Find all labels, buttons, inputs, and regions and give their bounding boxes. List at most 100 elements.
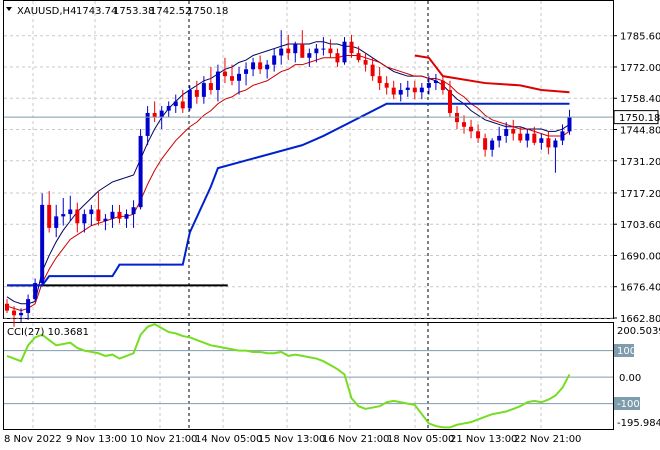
candle-body xyxy=(279,48,284,56)
candle-body xyxy=(208,83,213,90)
candle-body xyxy=(61,214,66,217)
candle-body xyxy=(145,112,150,136)
time-label: 10 Nov 21:00 xyxy=(130,434,197,445)
trailing-stop-lines xyxy=(7,54,570,287)
header-open: 1743.74 xyxy=(76,6,117,17)
candle-body xyxy=(258,62,263,70)
candle-body xyxy=(47,204,52,228)
collapse-triangle-icon[interactable] xyxy=(6,7,12,11)
candle-body xyxy=(560,131,565,141)
candle-body xyxy=(377,76,382,84)
candle-body xyxy=(405,87,410,90)
cci-level-minus100-label: -100 xyxy=(617,399,640,410)
candle-body xyxy=(391,87,396,95)
cci-max-label: 200.5039 xyxy=(617,326,660,337)
candle-body xyxy=(532,133,537,143)
candle-body xyxy=(237,73,242,81)
price-tick-label: 1758.40 xyxy=(620,94,660,105)
candle-body xyxy=(370,64,375,77)
candle-body xyxy=(328,48,333,54)
candle-body xyxy=(75,209,80,224)
header-low: 1742.52 xyxy=(150,6,191,17)
candle-body xyxy=(187,89,192,109)
candle-body xyxy=(426,83,431,88)
candle-body xyxy=(19,312,24,316)
time-label: 22 Nov 21:00 xyxy=(514,434,581,445)
time-label: 9 Nov 13:00 xyxy=(66,434,127,445)
candle-body xyxy=(110,211,115,219)
candle-body xyxy=(476,131,481,139)
candle-body xyxy=(490,140,495,150)
price-tick-label: 1731.20 xyxy=(620,157,660,168)
candle-body xyxy=(180,101,185,109)
price-tick-label: 1690.00 xyxy=(620,251,660,262)
candle-body xyxy=(447,89,452,113)
candle-body xyxy=(12,310,17,316)
cci-level-badge-100 xyxy=(614,344,634,357)
candle-body xyxy=(483,138,488,150)
candle-body xyxy=(307,53,312,58)
candle-body xyxy=(5,303,9,311)
cci-label: CCI(27) 10.3681 xyxy=(7,327,89,338)
ema-fast xyxy=(6,54,570,312)
candle-body xyxy=(89,209,94,215)
candle-body xyxy=(335,53,340,63)
time-label: 14 Nov 05:00 xyxy=(195,434,262,445)
candle-body xyxy=(314,48,319,54)
cci-level-badge-minus100 xyxy=(614,397,640,410)
candle-body xyxy=(567,117,572,132)
candle-body xyxy=(33,283,38,300)
candle-body xyxy=(222,71,227,77)
candle-body xyxy=(272,55,277,65)
candle-body xyxy=(286,48,291,54)
candle-body xyxy=(398,89,403,95)
candle-body xyxy=(469,126,474,132)
candle-body xyxy=(349,41,354,54)
cci-zero-label: 0.00 xyxy=(619,373,641,384)
candle-body xyxy=(462,122,467,127)
time-label: 18 Nov 05:00 xyxy=(387,434,454,445)
time-label: 16 Nov 21:00 xyxy=(322,434,389,445)
candle-body xyxy=(251,62,256,70)
candle-body xyxy=(433,80,438,84)
header-close: 1750.18 xyxy=(187,6,228,17)
candle-body xyxy=(138,135,143,208)
price-tick-label: 1785.60 xyxy=(620,32,660,43)
price-tick-label: 1772.00 xyxy=(620,63,660,74)
candle-body xyxy=(546,138,551,148)
current-price-badge xyxy=(613,110,659,125)
ema-fast-line xyxy=(6,54,570,312)
price-tick-label: 1676.40 xyxy=(620,283,660,294)
grid xyxy=(4,1,613,429)
candle-body xyxy=(384,83,389,88)
indicator-panel-frame xyxy=(3,322,614,430)
candle-body xyxy=(229,76,234,81)
time-label: 8 Nov 2022 xyxy=(4,434,62,445)
candle-body xyxy=(215,71,220,90)
candle-body xyxy=(201,83,206,97)
cci-line xyxy=(6,323,571,429)
candles xyxy=(5,30,572,327)
header-symbol: XAUUSD,H4 xyxy=(17,6,76,17)
candle-body xyxy=(412,87,417,93)
candle-body xyxy=(342,41,347,63)
candle-body xyxy=(124,214,129,219)
price-tick-label: 1703.60 xyxy=(620,220,660,231)
candle-body xyxy=(356,53,361,61)
candle-body xyxy=(96,209,101,221)
candle-body xyxy=(300,43,305,58)
cci-level-100-label: 100 xyxy=(617,346,636,357)
cci-series xyxy=(6,323,571,429)
trail-down xyxy=(414,54,570,94)
candle-body xyxy=(244,69,249,74)
candle-body xyxy=(553,140,558,148)
price-tick-label: 1717.20 xyxy=(620,189,660,200)
candle-body xyxy=(539,138,544,143)
candle-body xyxy=(173,101,178,107)
candle-body xyxy=(293,43,298,54)
candle-body xyxy=(194,89,199,97)
candle-body xyxy=(26,299,31,313)
time-label: 15 Nov 13:00 xyxy=(258,434,325,445)
